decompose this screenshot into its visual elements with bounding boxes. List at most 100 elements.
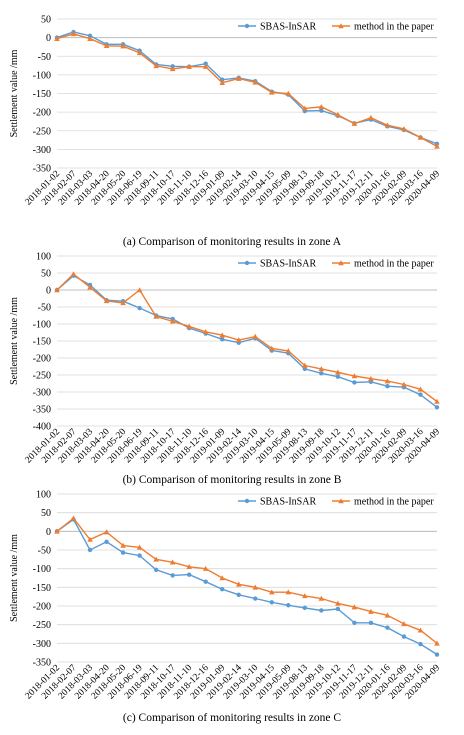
method-point — [351, 604, 358, 610]
legend-method-label: method in the paper — [354, 259, 434, 270]
sbas-insar-point — [385, 625, 390, 630]
chart-panel-3: 100500-50-100-150-200-250-300-3502018-01… — [9, 490, 442, 725]
method-point — [318, 366, 325, 372]
y-tick-label: -250 — [33, 371, 51, 382]
method-point — [252, 584, 259, 590]
method-point — [136, 287, 143, 293]
method-point — [417, 386, 424, 392]
y-tick-label: -150 — [33, 337, 51, 348]
sbas-insar-point — [319, 608, 324, 613]
sbas-insar-point — [401, 634, 407, 639]
method-point — [401, 621, 407, 627]
method-point — [87, 536, 93, 542]
sbas-insar-point — [236, 592, 241, 597]
method-point — [136, 50, 143, 56]
method-point — [169, 318, 176, 324]
method-point — [335, 600, 341, 606]
y-tick-label: 50 — [41, 15, 51, 26]
sbas-insar-point — [368, 620, 374, 625]
legend-method-marker — [338, 23, 344, 29]
sbas-insar-point — [220, 337, 225, 342]
method-point — [335, 369, 341, 375]
method-point — [285, 348, 292, 354]
method-point — [268, 345, 275, 351]
y-tick-label: -50 — [38, 52, 51, 63]
y-tick-label: -350 — [33, 164, 51, 175]
method-point — [54, 35, 60, 41]
method-point — [70, 515, 77, 521]
y-tick-label: 100 — [36, 252, 51, 263]
y-tick-label: -50 — [38, 303, 51, 314]
legend-method-marker — [338, 260, 344, 266]
y-tick-label: -400 — [33, 422, 51, 433]
method-point — [302, 362, 308, 368]
sbas-insar-point — [137, 305, 142, 311]
method-point — [235, 337, 242, 343]
sbas-insar-point — [186, 572, 192, 577]
y-axis-label: Settlement value /mm — [9, 297, 20, 385]
method-point — [153, 63, 159, 69]
sbas-insar-point — [87, 33, 93, 38]
method-point — [285, 90, 292, 96]
sbas-insar-point — [335, 374, 341, 379]
method-point — [186, 323, 192, 329]
sbas-insar-point — [153, 567, 159, 572]
sbas-insar-point — [170, 573, 175, 578]
method-point — [219, 79, 226, 85]
method-point — [103, 298, 110, 304]
method-point — [368, 375, 374, 381]
sbas-insar-point — [253, 596, 258, 601]
legend-method-label: method in the paper — [354, 22, 434, 33]
y-tick-label: -300 — [33, 388, 51, 399]
y-tick-label: -200 — [33, 108, 51, 119]
method-point — [351, 373, 358, 379]
method-point — [252, 79, 259, 85]
method-point — [136, 544, 143, 550]
sbas-insar-point — [352, 380, 357, 385]
chart-panel-1: 500-50-100-150-200-250-300-3502018-01-02… — [9, 15, 442, 249]
method-point — [401, 126, 407, 132]
sbas-insar-point — [302, 605, 308, 611]
y-tick-label: -250 — [33, 620, 51, 631]
y-tick-label: -300 — [33, 639, 51, 650]
method-point — [384, 612, 391, 618]
sbas-insar-line — [56, 31, 438, 145]
sbas-insar-point — [319, 371, 324, 376]
sbas-insar-point — [335, 606, 341, 612]
sbas-insar-point — [319, 108, 324, 113]
method-line — [56, 273, 438, 403]
chart-caption: (c) Comparison of monitoring results in … — [123, 712, 341, 724]
sbas-insar-point — [418, 641, 423, 647]
method-point — [202, 63, 209, 69]
method-point — [120, 542, 126, 548]
sbas-insar-point — [87, 547, 93, 553]
legend-sbas-marker — [244, 260, 250, 266]
y-tick-label: 0 — [46, 527, 51, 538]
method-point — [54, 287, 60, 293]
method-point — [285, 589, 292, 595]
method-point — [219, 575, 226, 581]
y-tick-label: -100 — [33, 70, 51, 81]
method-point — [318, 104, 325, 110]
sbas-insar-point — [203, 579, 208, 584]
sbas-insar-point — [352, 620, 357, 625]
method-point — [252, 333, 259, 339]
sbas-insar-point — [434, 652, 440, 657]
y-tick-label: -300 — [33, 145, 51, 156]
sbas-insar-point — [220, 587, 225, 592]
sbas-insar-point — [137, 553, 142, 558]
sbas-insar-point — [385, 384, 390, 389]
legend-sbas-marker — [244, 498, 250, 504]
method-point — [120, 300, 126, 306]
legend-method-marker — [338, 498, 344, 504]
method-point — [401, 381, 407, 387]
method-point — [169, 66, 176, 72]
y-axis-label: Settlement value /mm — [9, 534, 20, 622]
method-point — [103, 43, 110, 49]
method-point — [384, 122, 391, 128]
method-point — [202, 329, 209, 335]
method-point — [235, 581, 242, 587]
y-tick-label: -200 — [33, 354, 51, 365]
sbas-insar-point — [203, 61, 208, 66]
legend: SBAS-InSAR method in the paper — [238, 497, 434, 508]
